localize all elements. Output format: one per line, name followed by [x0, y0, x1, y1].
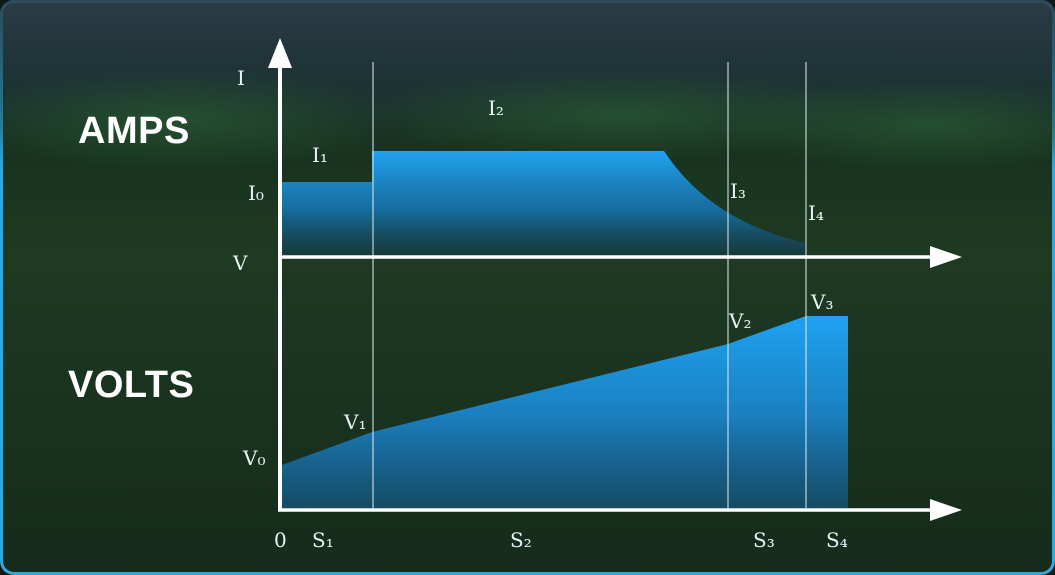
stage-label-s2: S₂ [510, 528, 532, 552]
voltage-axis-arrow [930, 246, 962, 268]
voltage-label-v2: V₂ [729, 309, 752, 333]
current-axis-label: I [237, 66, 245, 90]
time-axis-arrow [930, 499, 962, 521]
voltage-label-v0: V₀ [243, 446, 266, 470]
amps-heading: AMPS [78, 110, 190, 152]
y-axis-arrow [268, 38, 292, 68]
origin-label: 0 [274, 528, 287, 552]
stage-label-s4: S₄ [826, 528, 848, 552]
current-label-i2: I₂ [488, 96, 504, 120]
voltage-label-v3: V₃ [811, 290, 834, 314]
voltage-label-v1: V₁ [344, 410, 367, 434]
voltage-axis-label: V [233, 251, 248, 275]
stage-label-s3: S₃ [753, 528, 775, 552]
current-label-i3: I₃ [730, 179, 746, 203]
current-label-i0: I₀ [248, 181, 264, 205]
current-profile-area [282, 151, 805, 256]
current-label-i4: I₄ [808, 201, 824, 225]
volts-heading: VOLTS [68, 364, 195, 406]
stage-label-s1: S₁ [312, 528, 334, 552]
current-label-i1: I₁ [312, 143, 328, 167]
background-trees [730, 80, 1055, 170]
voltage-profile-area [282, 316, 848, 508]
background-trees [0, 70, 400, 170]
